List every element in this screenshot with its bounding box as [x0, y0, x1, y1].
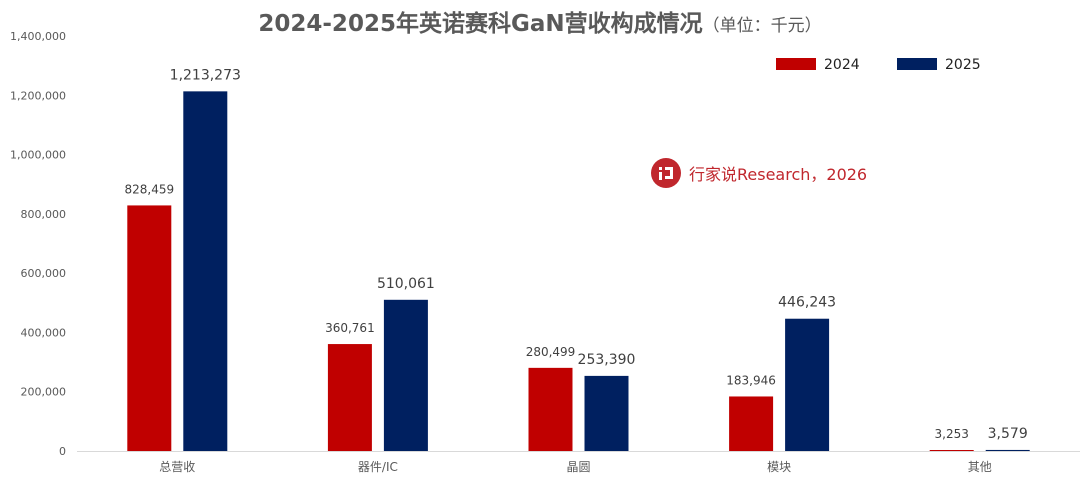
chart-unit-note: （单位：千元）	[702, 16, 822, 36]
x-tick-label: 总营收	[159, 460, 195, 474]
y-tick-label: 1,000,000	[10, 149, 66, 162]
legend-label-2025: 2025	[945, 57, 981, 73]
y-tick-label: 1,400,000	[10, 30, 66, 43]
chart-title: 2024-2025年英诺赛科GaN营收构成情况	[258, 11, 703, 37]
bar-2024	[729, 396, 774, 451]
y-tick-label: 1,200,000	[10, 89, 66, 102]
bar-2024	[929, 450, 974, 451]
bar-2024	[127, 205, 172, 451]
watermark-text: 行家说Research，2026	[689, 165, 868, 184]
bar-2025	[584, 375, 629, 451]
y-tick-label: 200,000	[21, 386, 67, 399]
data-label-2024: 3,253	[935, 427, 969, 441]
data-label-2025: 1,213,273	[170, 67, 241, 83]
x-tick-label: 其他	[968, 460, 992, 474]
xingjiashuo-logo-icon	[651, 158, 681, 188]
y-tick-label: 0	[59, 445, 66, 458]
y-tick-label: 400,000	[21, 326, 67, 339]
data-label-2024: 280,499	[526, 345, 576, 359]
y-axis: 0 200,000 400,000 600,000 800,000 1,000,000 1,…	[10, 30, 66, 458]
x-tick-label: 模块	[767, 460, 791, 474]
bar-2025	[183, 91, 228, 451]
x-axis: 总营收 器件/IC 晶圆 模块 其他	[77, 451, 1080, 474]
watermark: 行家说Research，2026	[651, 158, 867, 188]
data-label-2025: 3,579	[988, 426, 1028, 442]
y-tick-label: 800,000	[21, 208, 67, 221]
data-label-2025: 446,243	[778, 295, 836, 311]
x-tick-label: 器件/IC	[358, 460, 398, 474]
data-label-2025: 253,390	[578, 352, 636, 368]
bar-2024	[327, 344, 372, 451]
legend-swatch-2024	[776, 58, 816, 70]
legend: 2024 2025	[776, 57, 981, 73]
data-label-2024: 360,761	[325, 321, 375, 335]
data-label-2024: 828,459	[124, 182, 174, 196]
x-tick-label: 晶圆	[566, 460, 590, 474]
bar-2025	[383, 299, 428, 451]
legend-swatch-2025	[897, 58, 937, 70]
bars	[127, 91, 1030, 451]
legend-label-2024: 2024	[824, 57, 860, 73]
bar-2025	[785, 318, 830, 451]
bar-2025	[985, 449, 1030, 451]
data-label-2024: 183,946	[726, 373, 776, 387]
y-tick-label: 600,000	[21, 267, 67, 280]
data-labels: 828,459 1,213,273 360,761 510,061 280,499253…	[124, 67, 1027, 442]
bar-2024	[528, 367, 573, 451]
data-label-2025: 510,061	[377, 276, 435, 292]
chart-title-block: 2024-2025年英诺赛科GaN营收构成情况（单位：千元）	[0, 4, 1080, 38]
